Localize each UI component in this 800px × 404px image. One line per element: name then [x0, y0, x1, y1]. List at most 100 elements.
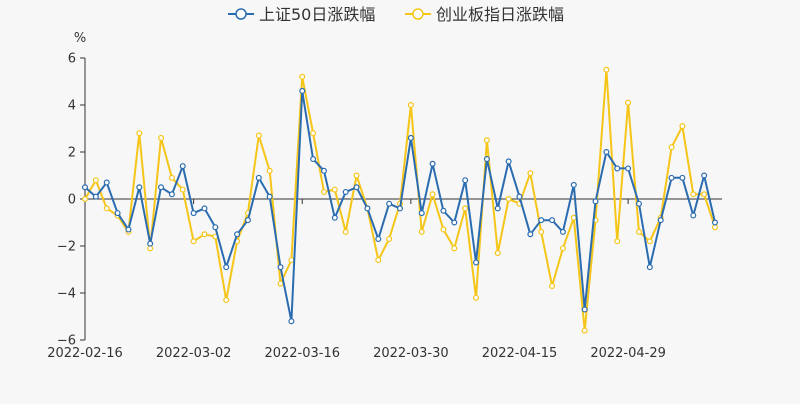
data-point: [451, 245, 458, 252]
data-point: [81, 184, 88, 191]
y-tick-label: 2: [68, 146, 76, 161]
y-tick-label: 4: [68, 99, 76, 114]
data-point: [570, 181, 577, 188]
data-point: [190, 238, 197, 245]
legend-item[interactable]: 上证50日涨跌幅: [228, 5, 375, 24]
series-layer: [81, 66, 718, 334]
legend-label: 创业板指日涨跌幅: [436, 5, 564, 24]
data-point: [179, 163, 186, 170]
data-point: [603, 149, 610, 156]
data-point: [635, 228, 642, 235]
data-point: [407, 101, 414, 108]
data-point: [711, 224, 718, 231]
data-point: [549, 282, 556, 289]
data-point: [353, 172, 360, 179]
data-point: [136, 130, 143, 137]
data-point: [505, 196, 512, 203]
data-point: [342, 228, 349, 235]
data-point: [473, 294, 480, 301]
data-point: [690, 212, 697, 219]
data-point: [679, 174, 686, 181]
data-point: [168, 174, 175, 181]
data-point: [234, 231, 241, 238]
data-point: [711, 219, 718, 226]
x-tick-label: 2022-03-30: [373, 346, 449, 361]
data-point: [288, 318, 295, 325]
data-point: [483, 137, 490, 144]
data-point: [212, 224, 219, 231]
legend-marker-icon: [235, 8, 247, 20]
data-point: [451, 219, 458, 226]
data-point: [386, 200, 393, 207]
data-point: [158, 134, 165, 141]
data-point: [125, 226, 132, 233]
data-point: [440, 226, 447, 233]
legend[interactable]: 上证50日涨跌幅 创业板指日涨跌幅: [228, 5, 564, 24]
data-point: [407, 134, 414, 141]
data-point: [277, 264, 284, 271]
data-point: [310, 156, 317, 163]
data-point: [331, 186, 338, 193]
data-point: [701, 172, 708, 179]
data-point: [255, 174, 262, 181]
data-point: [266, 167, 273, 174]
data-point: [320, 167, 327, 174]
data-point: [223, 264, 230, 271]
data-point: [473, 259, 480, 266]
x-axis: 2022-02-16 2022-03-02 2022-03-16 2022-03-30…: [47, 198, 722, 361]
y-tick-label: −6: [57, 334, 76, 349]
x-tick-label: 2022-02-16: [47, 346, 123, 361]
data-point: [277, 280, 284, 287]
data-point: [668, 144, 675, 151]
data-point: [592, 198, 599, 205]
data-point: [299, 87, 306, 94]
data-point: [418, 228, 425, 235]
data-point: [559, 228, 566, 235]
y-tick-label: −4: [57, 287, 76, 302]
data-point: [679, 123, 686, 130]
series-line: [84, 68, 716, 332]
data-point: [223, 297, 230, 304]
data-point: [201, 231, 208, 238]
data-point: [505, 158, 512, 165]
data-point: [288, 257, 295, 264]
data-point: [375, 257, 382, 264]
y-tick-label: −2: [57, 240, 76, 255]
data-point: [147, 240, 154, 247]
data-point: [625, 99, 632, 106]
data-point: [483, 156, 490, 163]
legend-item[interactable]: 创业板指日涨跌幅: [405, 5, 564, 24]
data-point: [331, 214, 338, 221]
data-point: [462, 205, 469, 212]
data-point: [527, 231, 534, 238]
data-point: [320, 188, 327, 195]
data-point: [244, 217, 251, 224]
data-point: [429, 191, 436, 198]
data-point: [114, 210, 121, 217]
data-point: [168, 191, 175, 198]
data-point: [353, 184, 360, 191]
x-tick-label: 2022-04-15: [482, 346, 558, 361]
data-point: [375, 235, 382, 242]
data-point: [635, 200, 642, 207]
data-point: [179, 186, 186, 193]
data-point: [581, 327, 588, 334]
legend-marker-icon: [412, 8, 424, 20]
data-point: [190, 210, 197, 217]
data-point: [603, 66, 610, 73]
data-point: [538, 228, 545, 235]
data-point: [136, 184, 143, 191]
data-point: [527, 170, 534, 177]
data-point: [147, 245, 154, 252]
data-point: [559, 245, 566, 252]
data-point: [92, 177, 99, 184]
data-point: [386, 235, 393, 242]
data-point: [364, 205, 371, 212]
data-point: [462, 177, 469, 184]
data-point: [158, 184, 165, 191]
y-axis: −6 −4 −2 0 2 4 6: [57, 52, 86, 349]
series-0: [81, 87, 718, 325]
data-point: [418, 210, 425, 217]
